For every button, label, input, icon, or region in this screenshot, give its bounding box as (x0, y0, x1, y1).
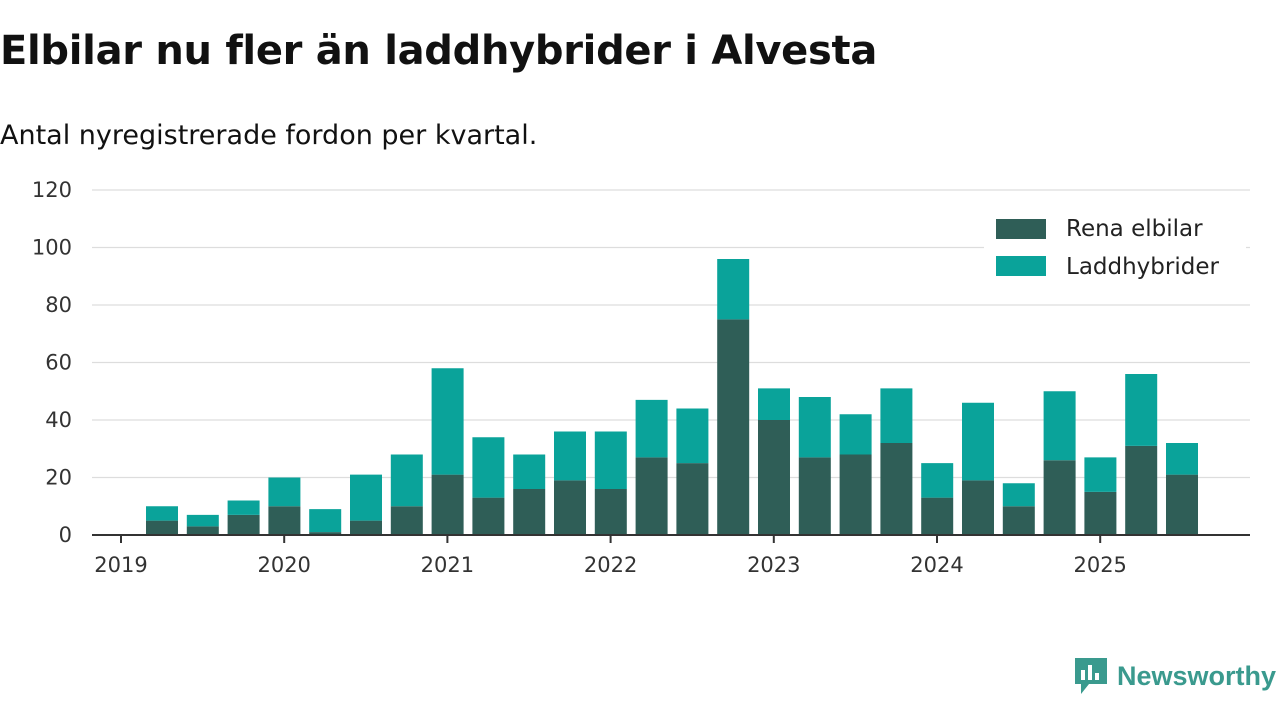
bar-laddhybrider (186, 514, 219, 527)
bar-laddhybrider (350, 474, 382, 521)
bar-laddhybrider (1125, 374, 1158, 446)
bar-rena-elbilar (350, 520, 382, 535)
y-tick-label: 80 (45, 293, 72, 317)
bar-rena-elbilar (554, 480, 586, 535)
newsworthy-logo-icon (1074, 658, 1107, 694)
x-tick-label: 2022 (584, 553, 637, 577)
bars (146, 259, 1198, 535)
bar-laddhybrider (921, 463, 954, 498)
bar-laddhybrider (309, 509, 342, 533)
x-tick-label: 2020 (257, 553, 310, 577)
bar-laddhybrider (1084, 457, 1117, 492)
bar-rena-elbilar (717, 319, 750, 535)
bar-laddhybrider (676, 408, 709, 464)
bar-laddhybrider (839, 414, 872, 455)
bar-rena-elbilar (758, 420, 790, 535)
bar-rena-elbilar (594, 489, 627, 535)
bar-rena-elbilar (513, 489, 546, 535)
bar-rena-elbilar (962, 480, 994, 535)
legend-swatch-rena-elbilar (996, 219, 1046, 239)
bar-rena-elbilar (1084, 491, 1117, 535)
bar-rena-elbilar (186, 526, 219, 535)
bar-rena-elbilar (1043, 460, 1076, 535)
x-tick-label: 2023 (747, 553, 800, 577)
bar-rena-elbilar (839, 454, 872, 535)
bar-rena-elbilar (635, 457, 668, 535)
bar-laddhybrider (146, 506, 178, 521)
bar-rena-elbilar (676, 463, 709, 535)
bar-rena-elbilar (431, 474, 464, 535)
stacked-bar-chart: 0 20 40 60 80 100 120 2019 2020 2021 2022 2023 2024… (32, 178, 1250, 577)
bar-laddhybrider (227, 500, 260, 515)
bar-rena-elbilar (268, 506, 301, 535)
y-tick-label: 60 (45, 351, 72, 375)
bar-rena-elbilar (309, 532, 342, 535)
bar-rena-elbilar (798, 457, 831, 535)
bar-rena-elbilar (1125, 445, 1158, 535)
bar-rena-elbilar (1166, 474, 1198, 535)
x-axis: 2019 2020 2021 2022 2023 2024 2025 (92, 534, 1250, 577)
brand-logo: Newsworthy (1073, 656, 1276, 696)
legend-label-rena-elbilar: Rena elbilar (1066, 216, 1203, 242)
bar-laddhybrider (472, 437, 505, 498)
bar-laddhybrider (513, 454, 546, 489)
y-tick-label: 40 (45, 408, 72, 432)
bar-laddhybrider (1166, 443, 1198, 475)
bar-laddhybrider (962, 402, 994, 481)
chart-subtitle: Antal nyregistrerade fordon per kvartal. (0, 120, 538, 151)
bar-rena-elbilar (227, 514, 260, 535)
x-tick-label: 2021 (421, 553, 474, 577)
legend: Rena elbilar Laddhybrider (984, 210, 1246, 282)
bar-laddhybrider (1043, 391, 1076, 461)
brand-name: Newsworthy (1116, 660, 1276, 691)
bar-rena-elbilar (880, 443, 913, 535)
bar-rena-elbilar (390, 506, 423, 535)
bar-rena-elbilar (1002, 506, 1035, 535)
bar-rena-elbilar (146, 520, 178, 535)
bar-laddhybrider (635, 399, 668, 458)
bar-laddhybrider (798, 397, 831, 458)
y-axis-ticks: 0 20 40 60 80 100 120 (32, 178, 72, 547)
bar-laddhybrider (758, 388, 790, 420)
y-tick-label: 0 (59, 523, 72, 547)
x-tick-label: 2025 (1073, 553, 1126, 577)
bar-rena-elbilar (921, 497, 954, 535)
legend-label-laddhybrider: Laddhybrider (1066, 254, 1219, 280)
chart-title: Elbilar nu fler än laddhybrider i Alvest… (0, 28, 878, 74)
y-tick-label: 20 (45, 466, 72, 490)
bar-rena-elbilar (472, 497, 505, 535)
bar-laddhybrider (594, 431, 627, 489)
bar-laddhybrider (390, 454, 423, 507)
bar-laddhybrider (431, 368, 464, 475)
x-tick-label: 2019 (94, 553, 147, 577)
bar-laddhybrider (880, 388, 913, 443)
legend-swatch-laddhybrider (996, 256, 1046, 276)
y-tick-label: 120 (32, 178, 72, 202)
bar-laddhybrider (1002, 483, 1035, 507)
y-tick-label: 100 (32, 236, 72, 260)
bar-laddhybrider (268, 477, 301, 507)
x-tick-label: 2024 (910, 553, 963, 577)
bar-laddhybrider (554, 431, 586, 481)
bar-laddhybrider (717, 259, 750, 320)
